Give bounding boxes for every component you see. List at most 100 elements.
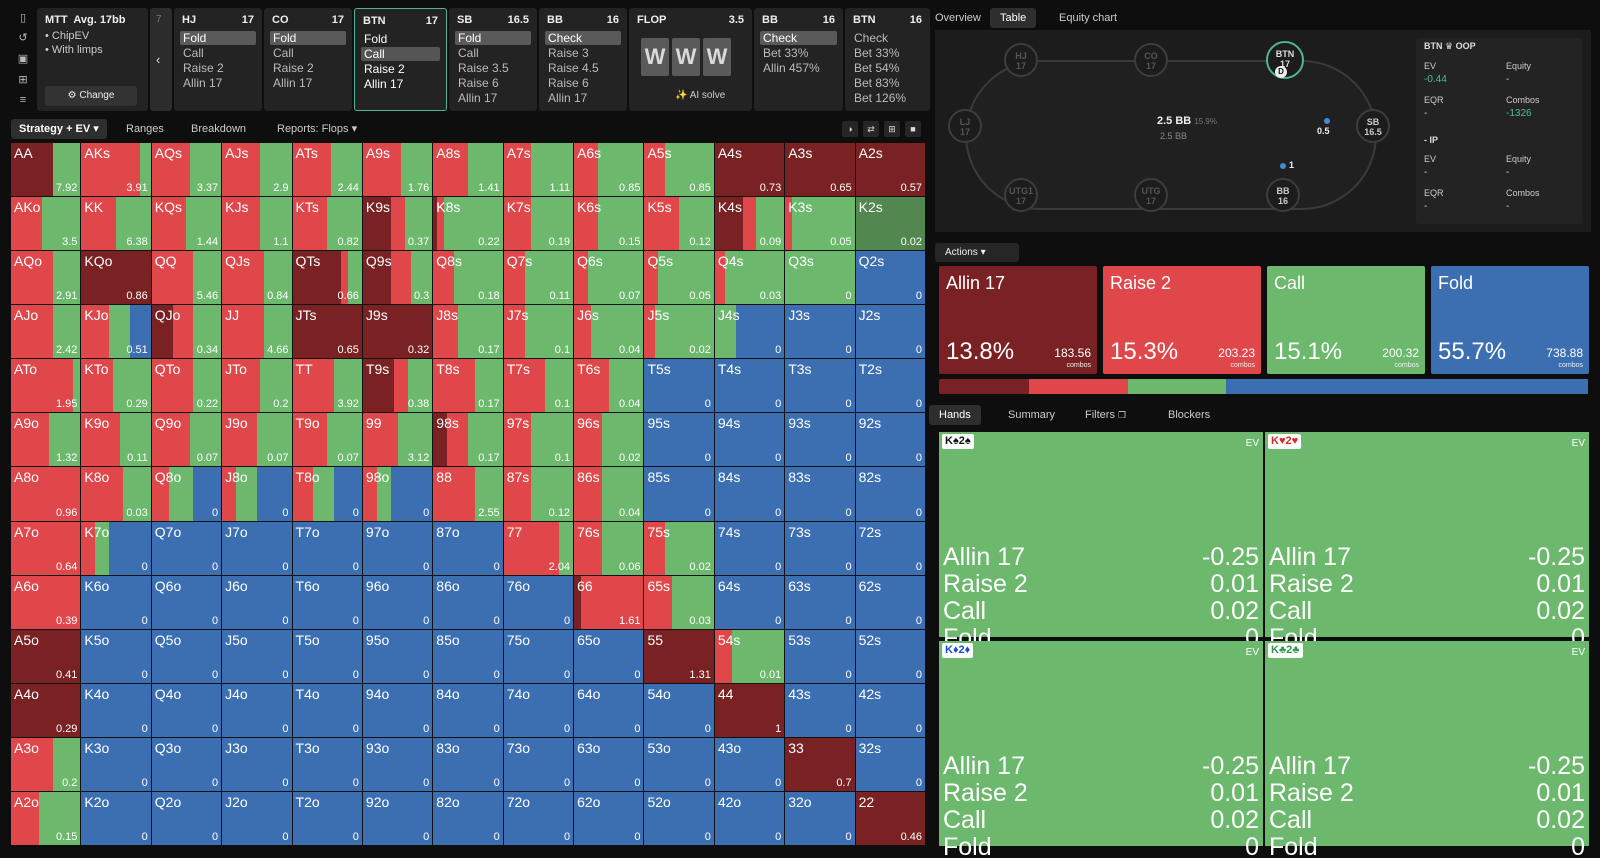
hand-cell-42s[interactable]: 42s 0 bbox=[855, 683, 925, 737]
hand-cell-88[interactable]: 88 2.55 bbox=[433, 467, 503, 521]
hand-cell-AJs[interactable]: AJs 2.9 bbox=[222, 143, 292, 197]
hand-cell-74o[interactable]: 74o 0 bbox=[503, 683, 574, 737]
hand-cell-55[interactable]: 55 1.31 bbox=[644, 629, 714, 683]
hand-cell-92s[interactable]: 92s 0 bbox=[855, 413, 925, 467]
seat-action-item[interactable]: Allin 17 bbox=[183, 76, 223, 90]
hand-cell-96o[interactable]: 96o 0 bbox=[362, 575, 433, 629]
square-icon[interactable]: ■ bbox=[905, 121, 921, 137]
seat-action-item[interactable]: Allin 17 bbox=[273, 76, 313, 90]
hand-cell-97o[interactable]: 97o 0 bbox=[362, 521, 433, 575]
hand-cell-J3o[interactable]: J3o 0 bbox=[222, 737, 292, 791]
back-arrow-icon[interactable]: ‹ bbox=[156, 52, 161, 67]
seat-action-item[interactable]: Allin 457% bbox=[763, 61, 820, 75]
hand-cell-QQ[interactable]: QQ 5.46 bbox=[151, 251, 222, 305]
hand-cell-K7s[interactable]: K7s 0.19 bbox=[503, 197, 574, 251]
hand-cell-86o[interactable]: 86o 0 bbox=[433, 575, 503, 629]
hand-cell-J7o[interactable]: J7o 0 bbox=[222, 521, 292, 575]
hand-cell-K6s[interactable]: K6s 0.15 bbox=[574, 197, 644, 251]
hand-cell-J8o[interactable]: J8o 0 bbox=[222, 467, 292, 521]
hand-cell-94o[interactable]: 94o 0 bbox=[362, 683, 433, 737]
nav-back-column[interactable]: 7 ‹ bbox=[150, 8, 172, 111]
hand-cell-QTs[interactable]: QTs 0.66 bbox=[292, 251, 362, 305]
align-icon[interactable]: ≡ bbox=[19, 94, 27, 107]
combo-card[interactable]: K♦2♦ EV Allin 17 -0.25 Raise 2 0.01 Call 0.02 Fo… bbox=[939, 641, 1263, 858]
hand-cell-K2o[interactable]: K2o 0 bbox=[81, 791, 151, 845]
hand-cell-J4s[interactable]: J4s 0 bbox=[714, 305, 785, 359]
hand-cell-98s[interactable]: 98s 0.17 bbox=[433, 413, 503, 467]
hand-cell-J6s[interactable]: J6s 0.04 bbox=[574, 305, 644, 359]
tab-blockers[interactable]: Blockers bbox=[1168, 409, 1211, 421]
hand-cell-72o[interactable]: 72o 0 bbox=[503, 791, 574, 845]
hand-cell-K3o[interactable]: K3o 0 bbox=[81, 737, 151, 791]
hand-cell-94s[interactable]: 94s 0 bbox=[714, 413, 785, 467]
hand-cell-92o[interactable]: 92o 0 bbox=[362, 791, 433, 845]
hand-cell-82o[interactable]: 82o 0 bbox=[433, 791, 503, 845]
hand-cell-A4s[interactable]: A4s 0.73 bbox=[714, 143, 785, 197]
seat-action-item[interactable]: Allin 17 bbox=[364, 77, 404, 91]
tab-reports-flops[interactable]: Reports: Flops ▾ bbox=[277, 123, 358, 135]
hand-cell-A8s[interactable]: A8s 1.41 bbox=[433, 143, 503, 197]
hand-cell-J7s[interactable]: J7s 0.1 bbox=[503, 305, 574, 359]
hand-cell-Q5s[interactable]: Q5s 0.05 bbox=[644, 251, 714, 305]
hand-cell-A8o[interactable]: A8o 0.96 bbox=[11, 467, 81, 521]
hand-cell-84o[interactable]: 84o 0 bbox=[433, 683, 503, 737]
tab-ranges[interactable]: Ranges bbox=[126, 123, 164, 135]
hand-cell-K5o[interactable]: K5o 0 bbox=[81, 629, 151, 683]
hand-cell-TT[interactable]: TT 3.92 bbox=[292, 359, 362, 413]
hand-cell-A4o[interactable]: A4o 0.29 bbox=[11, 683, 81, 737]
hand-cell-T6o[interactable]: T6o 0 bbox=[292, 575, 362, 629]
hand-cell-Q7o[interactable]: Q7o 0 bbox=[151, 521, 222, 575]
hand-cell-T4o[interactable]: T4o 0 bbox=[292, 683, 362, 737]
hand-cell-86s[interactable]: 86s 0.04 bbox=[574, 467, 644, 521]
hand-cell-64o[interactable]: 64o 0 bbox=[574, 683, 644, 737]
seat-hj-0[interactable]: HJ 17 Fold Call Raise 2 Allin 17 bbox=[174, 8, 262, 111]
hand-cell-32o[interactable]: 32o 0 bbox=[785, 791, 855, 845]
seat-action-item[interactable]: Bet 33% bbox=[763, 46, 809, 60]
hand-cell-85o[interactable]: 85o 0 bbox=[433, 629, 503, 683]
hand-cell-85s[interactable]: 85s 0 bbox=[644, 467, 714, 521]
seat-action-item[interactable]: Allin 17 bbox=[548, 91, 588, 105]
seat-sb-3[interactable]: SB 16.5 Fold Call Raise 3.5 Raise 6 Allin 17 bbox=[449, 8, 537, 111]
hand-cell-62s[interactable]: 62s 0 bbox=[855, 575, 925, 629]
hand-cell-97s[interactable]: 97s 0.1 bbox=[503, 413, 574, 467]
hand-cell-T3o[interactable]: T3o 0 bbox=[292, 737, 362, 791]
hand-cell-63o[interactable]: 63o 0 bbox=[574, 737, 644, 791]
hand-cell-Q5o[interactable]: Q5o 0 bbox=[151, 629, 222, 683]
seat-action-item[interactable]: Fold bbox=[364, 32, 388, 46]
hand-cell-KK[interactable]: KK 6.38 bbox=[81, 197, 151, 251]
hand-cell-QTo[interactable]: QTo 0.22 bbox=[151, 359, 222, 413]
hand-cell-93o[interactable]: 93o 0 bbox=[362, 737, 433, 791]
seat-bb-4[interactable]: BB 16 Check Raise 3 Raise 4.5 Raise 6 Allin 17 bbox=[539, 8, 627, 111]
hand-cell-87o[interactable]: 87o 0 bbox=[433, 521, 503, 575]
hand-cell-QJo[interactable]: QJo 0.34 bbox=[151, 305, 222, 359]
hand-cell-KQs[interactable]: KQs 1.44 bbox=[151, 197, 222, 251]
hand-cell-KQo[interactable]: KQo 0.86 bbox=[81, 251, 151, 305]
hand-cell-K3s[interactable]: K3s 0.05 bbox=[785, 197, 855, 251]
hand-cell-T9s[interactable]: T9s 0.38 bbox=[362, 359, 433, 413]
hand-cell-J2s[interactable]: J2s 0 bbox=[855, 305, 925, 359]
hand-cell-76s[interactable]: 76s 0.06 bbox=[574, 521, 644, 575]
hand-cell-T7s[interactable]: T7s 0.1 bbox=[503, 359, 574, 413]
hand-cell-JJ[interactable]: JJ 4.66 bbox=[222, 305, 292, 359]
action-fold[interactable]: Fold 55.7% 738.88 combos bbox=[1431, 266, 1589, 374]
actions-dropdown[interactable]: Actions ▾ bbox=[935, 243, 1019, 262]
hand-cell-K8o[interactable]: K8o 0.03 bbox=[81, 467, 151, 521]
hand-cell-J3s[interactable]: J3s 0 bbox=[785, 305, 855, 359]
hand-cell-KJs[interactable]: KJs 1.1 bbox=[222, 197, 292, 251]
hand-cell-Q7s[interactable]: Q7s 0.11 bbox=[503, 251, 574, 305]
combo-card[interactable]: K♠2♠ EV Allin 17 -0.25 Raise 2 0.01 Call 0.02 Fo… bbox=[939, 432, 1263, 651]
swap-icon[interactable]: ⇄ bbox=[863, 121, 879, 137]
hand-cell-65s[interactable]: 65s 0.03 bbox=[644, 575, 714, 629]
hand-cell-A5o[interactable]: A5o 0.41 bbox=[11, 629, 81, 683]
hand-cell-72s[interactable]: 72s 0 bbox=[855, 521, 925, 575]
seat-action-item[interactable]: Raise 2 bbox=[183, 61, 224, 75]
hand-cell-75s[interactable]: 75s 0.02 bbox=[644, 521, 714, 575]
tab-hands[interactable]: Hands bbox=[929, 405, 981, 425]
hand-cell-T5s[interactable]: T5s 0 bbox=[644, 359, 714, 413]
hand-cell-Q6o[interactable]: Q6o 0 bbox=[151, 575, 222, 629]
hand-cell-J5s[interactable]: J5s 0.02 bbox=[644, 305, 714, 359]
hand-cell-73s[interactable]: 73s 0 bbox=[785, 521, 855, 575]
hand-cell-76o[interactable]: 76o 0 bbox=[503, 575, 574, 629]
hand-cell-T4s[interactable]: T4s 0 bbox=[714, 359, 785, 413]
history-icon[interactable]: ↺ bbox=[18, 32, 28, 45]
